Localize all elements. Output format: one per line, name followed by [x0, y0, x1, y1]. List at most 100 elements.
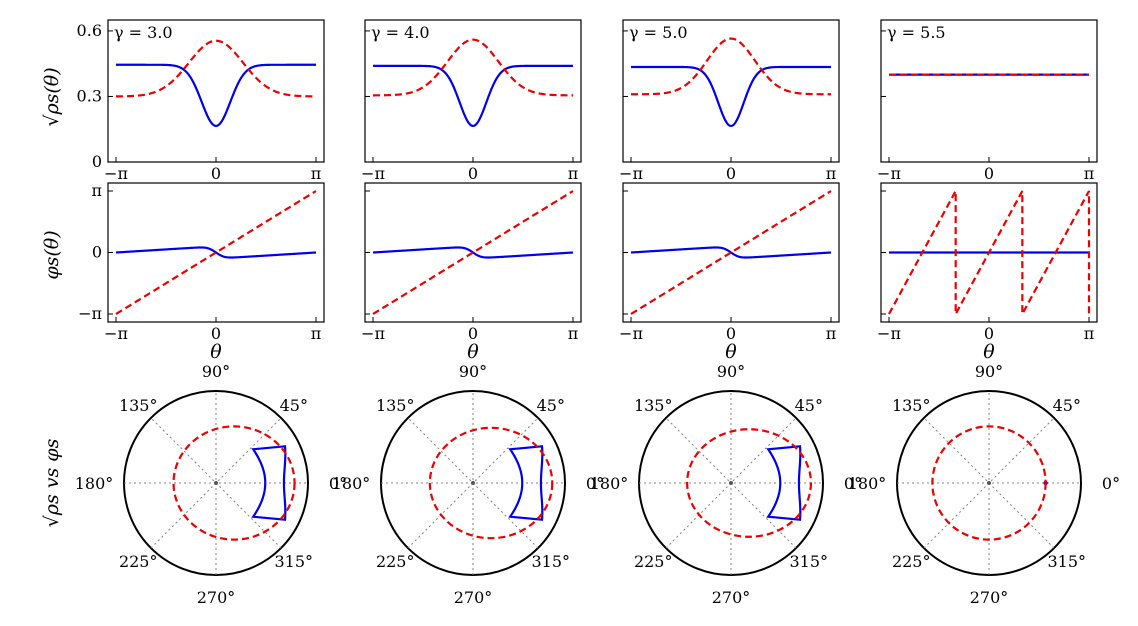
row-label-phase: φs(θ) — [41, 230, 63, 279]
x-tick-label: π — [1084, 164, 1095, 183]
series-line-blue — [372, 246, 574, 259]
x-tick-label: 0 — [468, 324, 478, 343]
series-line-red — [428, 426, 554, 540]
series-line-blue — [115, 246, 317, 259]
series-line-red — [686, 428, 813, 538]
series-line-blue — [251, 445, 287, 521]
y-tick-label: π — [91, 181, 102, 200]
series-line-blue — [508, 445, 544, 521]
x-tick-label: 0 — [211, 324, 221, 343]
polar-angle-label: 90° — [459, 362, 487, 381]
polar-angle-label: 180° — [590, 474, 629, 493]
polar-angle-label: 90° — [717, 362, 745, 381]
panel-phase-2: −π 0 π θ — [361, 182, 582, 363]
svg-text:√ρs vs φs: √ρs vs φs — [41, 438, 63, 527]
x-tick-label: −π — [877, 164, 901, 183]
polar-angle-label: 135° — [892, 396, 931, 415]
y-tick-label: 0.3 — [77, 86, 102, 105]
series-line-red — [373, 38, 573, 97]
x-tick-label: −π — [361, 164, 385, 183]
series-line-blue — [116, 63, 316, 128]
polar-angle-label: 180° — [848, 474, 887, 493]
x-tick-label: −π — [619, 164, 643, 183]
x-tick-label: π — [311, 324, 322, 343]
polar-angle-label: 270° — [970, 588, 1009, 607]
polar-angle-label: 45° — [280, 396, 308, 415]
row-label-amplitude: √ρs(θ) — [41, 67, 63, 126]
polar-origin — [987, 481, 991, 485]
y-tick-label: 0 — [92, 152, 102, 171]
panel-polar-1: 0° 45° 90° 135° 180° 225° 270° 315° — [75, 362, 347, 607]
polar-angle-label: 90° — [202, 362, 230, 381]
polar-angle-label: 315° — [1048, 552, 1087, 571]
x-tick-label: π — [568, 324, 579, 343]
x-tick-label: π — [826, 164, 837, 183]
polar-origin — [214, 481, 218, 485]
x-tick-label: −π — [361, 324, 385, 343]
panel-polar-2: 0° 45° 90° 135° 180° 225° 270° 315° — [332, 362, 604, 607]
series-line-red — [631, 37, 831, 96]
series-line-red — [115, 190, 317, 315]
polar-origin — [729, 481, 733, 485]
series-line-blue — [766, 445, 802, 521]
svg-text:√ρs(θ): √ρs(θ) — [41, 67, 63, 126]
series-line-blue — [373, 64, 573, 128]
row-label-polar: √ρs vs φs — [41, 438, 63, 527]
svg-text:φs(θ): φs(θ) — [41, 230, 63, 279]
polar-angle-label: 225° — [119, 552, 158, 571]
series-line-red — [888, 190, 1091, 315]
panel-title: γ = 5.0 — [629, 23, 688, 42]
panel-title: γ = 4.0 — [371, 23, 430, 42]
x-axis-label: θ — [210, 341, 222, 363]
polar-angle-label: 180° — [332, 474, 371, 493]
x-axis-label: θ — [983, 341, 995, 363]
series-line-blue — [630, 246, 832, 259]
x-tick-label: π — [568, 164, 579, 183]
series-line-red — [630, 190, 832, 315]
polar-angle-label: 90° — [975, 362, 1003, 381]
polar-angle-label: 0° — [1102, 474, 1120, 493]
panels-layer: −π 0 π00.30.6 γ = 3.0−π 0 πγ = 4.0−π 0 πγ = 5.0… — [75, 19, 1120, 607]
polar-angle-label: 0° — [586, 474, 604, 493]
polar-angle-label: 225° — [376, 552, 415, 571]
polar-angle-label: 135° — [376, 396, 415, 415]
panel-amplitude-3: −π 0 π γ = 5.0 — [619, 19, 840, 183]
x-tick-label: 0 — [984, 324, 994, 343]
x-tick-label: 0 — [211, 164, 221, 183]
panel-polar-4: 0° 45° 90° 135° 180° 225° 270° 315° — [848, 362, 1120, 607]
x-tick-label: −π — [877, 324, 901, 343]
polar-origin — [471, 481, 475, 485]
polar-angle-label: 45° — [1053, 396, 1081, 415]
panel-amplitude-4: −π 0 π γ = 5.5 — [877, 19, 1098, 183]
polar-angle-label: 270° — [712, 588, 751, 607]
polar-angle-label: 315° — [532, 552, 571, 571]
x-tick-label: −π — [619, 324, 643, 343]
x-tick-label: −π — [104, 324, 128, 343]
y-tick-label: 0 — [92, 243, 102, 262]
x-axis-label: θ — [725, 341, 737, 363]
x-axis-label: θ — [467, 341, 479, 363]
panel-title: γ = 5.5 — [887, 23, 946, 42]
panel-phase-4: −π 0 π θ — [877, 182, 1098, 363]
series-line-red — [372, 190, 574, 315]
panel-amplitude-1: −π 0 π00.30.6 γ = 3.0 — [77, 19, 325, 183]
polar-angle-label: 225° — [892, 552, 931, 571]
series-line-red — [931, 425, 1047, 541]
series-line-red — [115, 39, 317, 98]
panel-amplitude-2: −π 0 π γ = 4.0 — [361, 19, 582, 183]
x-tick-label: −π — [104, 164, 128, 183]
polar-angle-label: 135° — [634, 396, 673, 415]
polar-angle-label: 45° — [795, 396, 823, 415]
x-tick-label: 0 — [468, 164, 478, 183]
polar-angle-label: 315° — [275, 552, 314, 571]
x-tick-label: π — [311, 164, 322, 183]
x-tick-label: 0 — [726, 164, 736, 183]
polar-angle-label: 45° — [537, 396, 565, 415]
polar-angle-label: 135° — [119, 396, 158, 415]
polar-angle-label: 270° — [454, 588, 493, 607]
x-tick-label: π — [826, 324, 837, 343]
y-tick-label: −π — [78, 304, 102, 323]
polar-angle-label: 270° — [197, 588, 236, 607]
panel-phase-1: −π 0 π −π 0 π θ — [78, 181, 325, 363]
